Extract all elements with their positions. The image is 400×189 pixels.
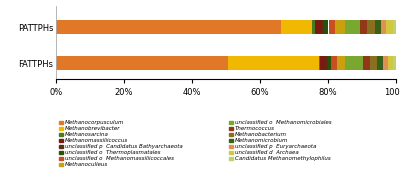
Bar	[367, 20, 375, 34]
Bar	[328, 20, 335, 34]
Bar	[320, 56, 326, 70]
Bar	[332, 56, 337, 70]
Bar	[375, 20, 380, 34]
Bar	[377, 56, 383, 70]
Bar	[335, 20, 345, 34]
Bar	[228, 56, 318, 70]
Bar	[388, 56, 393, 70]
Bar	[281, 20, 312, 34]
Bar	[345, 56, 363, 70]
Bar	[386, 20, 393, 34]
Bar	[322, 20, 324, 34]
Bar	[380, 20, 386, 34]
Bar	[363, 56, 370, 70]
Bar	[393, 20, 396, 34]
Bar	[328, 56, 332, 70]
Bar	[312, 20, 315, 34]
Bar	[337, 56, 345, 70]
Bar	[370, 56, 377, 70]
Bar	[315, 20, 322, 34]
Bar	[56, 56, 228, 70]
Bar	[383, 56, 388, 70]
Bar	[326, 56, 328, 70]
Bar	[324, 20, 328, 34]
Bar	[345, 20, 360, 34]
Bar	[318, 56, 320, 70]
Legend: unclassified o  Methanomicrobiales, Thermococcus, Methanobacterium, Methanomicro: unclassified o Methanomicrobiales, Therm…	[229, 120, 332, 161]
Bar	[56, 20, 281, 34]
Bar	[360, 20, 367, 34]
Bar	[393, 56, 396, 70]
